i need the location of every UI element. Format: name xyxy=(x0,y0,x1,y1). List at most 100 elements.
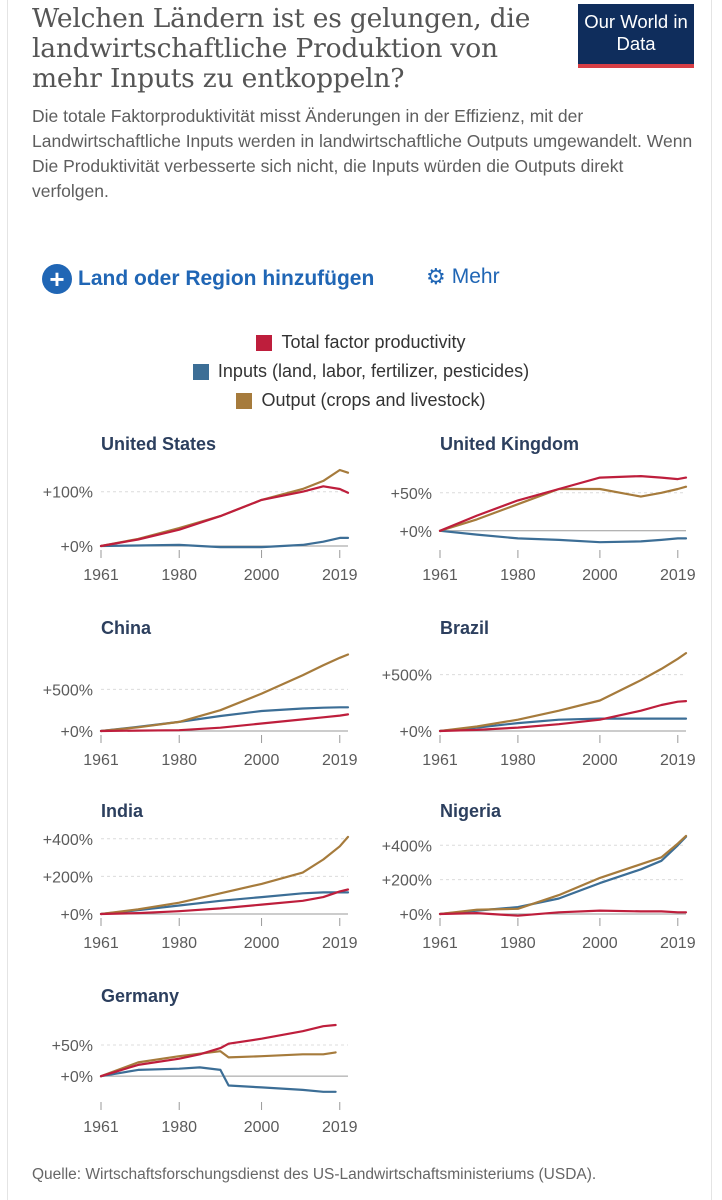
x-tick-label-nigeria-0: 1961 xyxy=(422,935,458,952)
x-tick-label-china-0: 1961 xyxy=(83,752,119,769)
source-note: Quelle: Wirtschaftsforschungsdienst des … xyxy=(32,1166,597,1183)
panel-title-nigeria: Nigeria xyxy=(440,801,502,821)
y-tick-label-united-kingdom-0: +0% xyxy=(400,524,432,541)
panel-title-brazil: Brazil xyxy=(440,618,489,638)
series-line-inputs-nigeria[interactable] xyxy=(438,835,688,916)
series-line-output-united-states[interactable] xyxy=(99,468,350,548)
chart-panel-brazil: Brazil +0% +500% 1961 1980 2000 2019 xyxy=(382,618,696,769)
series-line-tfp-germany[interactable] xyxy=(99,1023,337,1078)
legend-item-output[interactable]: Output (crops and livestock) xyxy=(0,386,722,415)
x-tick-label-brazil-0: 1961 xyxy=(422,752,458,769)
y-tick-label-united-states-0: +0% xyxy=(61,539,93,556)
y-tick-label-india-2: +400% xyxy=(43,832,93,849)
series-line-output-united-kingdom[interactable] xyxy=(438,485,688,532)
x-tick-label-china-3: 2019 xyxy=(322,752,358,769)
x-tick-label-united-kingdom-2: 2000 xyxy=(582,567,618,584)
y-tick-label-brazil-1: +500% xyxy=(382,668,432,685)
x-tick-label-nigeria-1: 1980 xyxy=(500,935,536,952)
series-line-output-china[interactable] xyxy=(99,653,350,733)
x-tick-label-germany-1: 1980 xyxy=(161,1119,197,1136)
chart-panel-india: India +0% +200% +400% 1961 1980 2000 2019 xyxy=(43,801,358,952)
x-tick-label-germany-0: 1961 xyxy=(83,1119,119,1136)
series-line-inputs-india[interactable] xyxy=(99,891,350,916)
gear-icon: ⚙ xyxy=(426,264,446,289)
series-line-output-india[interactable] xyxy=(99,835,350,916)
series-line-tfp-united-states[interactable] xyxy=(99,485,350,548)
x-tick-label-nigeria-2: 2000 xyxy=(582,935,618,952)
x-tick-label-india-0: 1961 xyxy=(83,935,119,952)
chart-panel-united-states: United States +0% +100% 1961 1980 2000 2019 xyxy=(43,434,358,584)
controls-bar: + Land oder Region hinzufügen ⚙ Mehr xyxy=(42,264,682,296)
series-line-tfp-india[interactable] xyxy=(99,888,350,916)
series-line-tfp-nigeria[interactable] xyxy=(438,909,688,917)
y-tick-label-brazil-0: +0% xyxy=(400,724,432,741)
chart-title: Welchen Ländern ist es gelungen, die lan… xyxy=(32,3,531,94)
series-line-output-brazil[interactable] xyxy=(438,651,688,733)
x-tick-label-india-1: 1980 xyxy=(161,935,197,952)
y-tick-label-china-0: +0% xyxy=(61,724,93,741)
chart-panel-germany: Germany +0% +50% 1961 1980 2000 2019 xyxy=(52,986,358,1136)
series-line-tfp-china[interactable] xyxy=(99,713,350,733)
legend-swatch-inputs xyxy=(192,363,209,380)
x-tick-label-india-3: 2019 xyxy=(322,935,358,952)
more-label: Mehr xyxy=(451,265,500,288)
x-tick-label-united-kingdom-0: 1961 xyxy=(422,567,458,584)
x-tick-label-united-states-3: 2019 xyxy=(322,567,358,584)
y-tick-label-india-0: +0% xyxy=(61,907,93,924)
x-tick-label-united-states-0: 1961 xyxy=(83,567,119,584)
series-line-inputs-united-kingdom[interactable] xyxy=(438,529,688,544)
chart-subtitle: Die totale Faktorproduktivität misst Änd… xyxy=(32,106,693,201)
series-line-output-germany[interactable] xyxy=(99,1050,337,1078)
y-tick-label-india-1: +200% xyxy=(43,869,93,886)
series-line-tfp-united-kingdom[interactable] xyxy=(438,475,688,532)
chart-panel-united-kingdom: United Kingdom +0% +50% 1961 1980 2000 2019 xyxy=(391,434,696,584)
add-country-button[interactable]: + Land oder Region hinzufügen xyxy=(42,264,374,294)
series-line-inputs-germany[interactable] xyxy=(99,1066,337,1093)
y-tick-label-united-kingdom-1: +50% xyxy=(391,486,432,503)
panel-title-united-states: United States xyxy=(101,434,216,454)
chart-panel-nigeria: Nigeria +0% +200% +400% 1961 1980 2000 2019 xyxy=(382,801,696,952)
panel-title-india: India xyxy=(101,801,144,821)
y-tick-label-united-states-1: +100% xyxy=(43,485,93,502)
x-tick-label-nigeria-3: 2019 xyxy=(660,935,696,952)
y-tick-label-nigeria-1: +200% xyxy=(382,873,432,890)
panel-title-china: China xyxy=(101,618,152,638)
y-tick-label-germany-1: +50% xyxy=(52,1038,93,1055)
legend-label-output: Output (crops and livestock) xyxy=(261,390,486,410)
x-tick-label-brazil-1: 1980 xyxy=(500,752,536,769)
x-tick-label-united-kingdom-3: 2019 xyxy=(660,567,696,584)
y-tick-label-nigeria-0: +0% xyxy=(400,907,432,924)
legend-item-inputs[interactable]: Inputs (land, labor, fertilizer, pestici… xyxy=(0,357,722,386)
series-line-inputs-united-states[interactable] xyxy=(99,536,350,549)
x-tick-label-germany-3: 2019 xyxy=(322,1119,358,1136)
y-tick-label-china-1: +500% xyxy=(43,682,93,699)
y-tick-label-nigeria-2: +400% xyxy=(382,838,432,855)
series-line-tfp-brazil[interactable] xyxy=(438,699,688,733)
x-tick-label-india-2: 2000 xyxy=(244,935,280,952)
owid-logo[interactable]: Our World in Data xyxy=(578,4,694,68)
more-button[interactable]: ⚙ Mehr xyxy=(426,264,500,290)
x-tick-label-united-states-2: 2000 xyxy=(244,567,280,584)
legend-swatch-output xyxy=(236,392,253,409)
legend-label-tfp: Total factor productivity xyxy=(281,332,466,352)
y-tick-label-germany-0: +0% xyxy=(61,1069,93,1086)
panel-title-united-kingdom: United Kingdom xyxy=(440,434,579,454)
x-tick-label-china-2: 2000 xyxy=(244,752,280,769)
x-tick-label-united-kingdom-1: 1980 xyxy=(500,567,536,584)
right-border xyxy=(711,0,712,1200)
chart-panel-china: China +0% +500% 1961 1980 2000 2019 xyxy=(43,618,358,769)
plus-circle-icon: + xyxy=(42,264,72,294)
x-tick-label-united-states-1: 1980 xyxy=(161,567,197,584)
series-line-output-nigeria[interactable] xyxy=(438,834,688,916)
x-tick-label-germany-2: 2000 xyxy=(244,1119,280,1136)
legend-item-tfp[interactable]: Total factor productivity xyxy=(0,328,722,357)
add-country-label: Land oder Region hinzufügen xyxy=(78,267,375,290)
legend: Total factor productivity Inputs (land, … xyxy=(0,328,722,415)
x-tick-label-brazil-3: 2019 xyxy=(660,752,696,769)
panel-title-germany: Germany xyxy=(101,986,179,1006)
x-tick-label-china-1: 1980 xyxy=(161,752,197,769)
legend-swatch-tfp xyxy=(256,334,273,351)
left-border xyxy=(7,0,8,1200)
legend-label-inputs: Inputs (land, labor, fertilizer, pestici… xyxy=(217,361,530,381)
